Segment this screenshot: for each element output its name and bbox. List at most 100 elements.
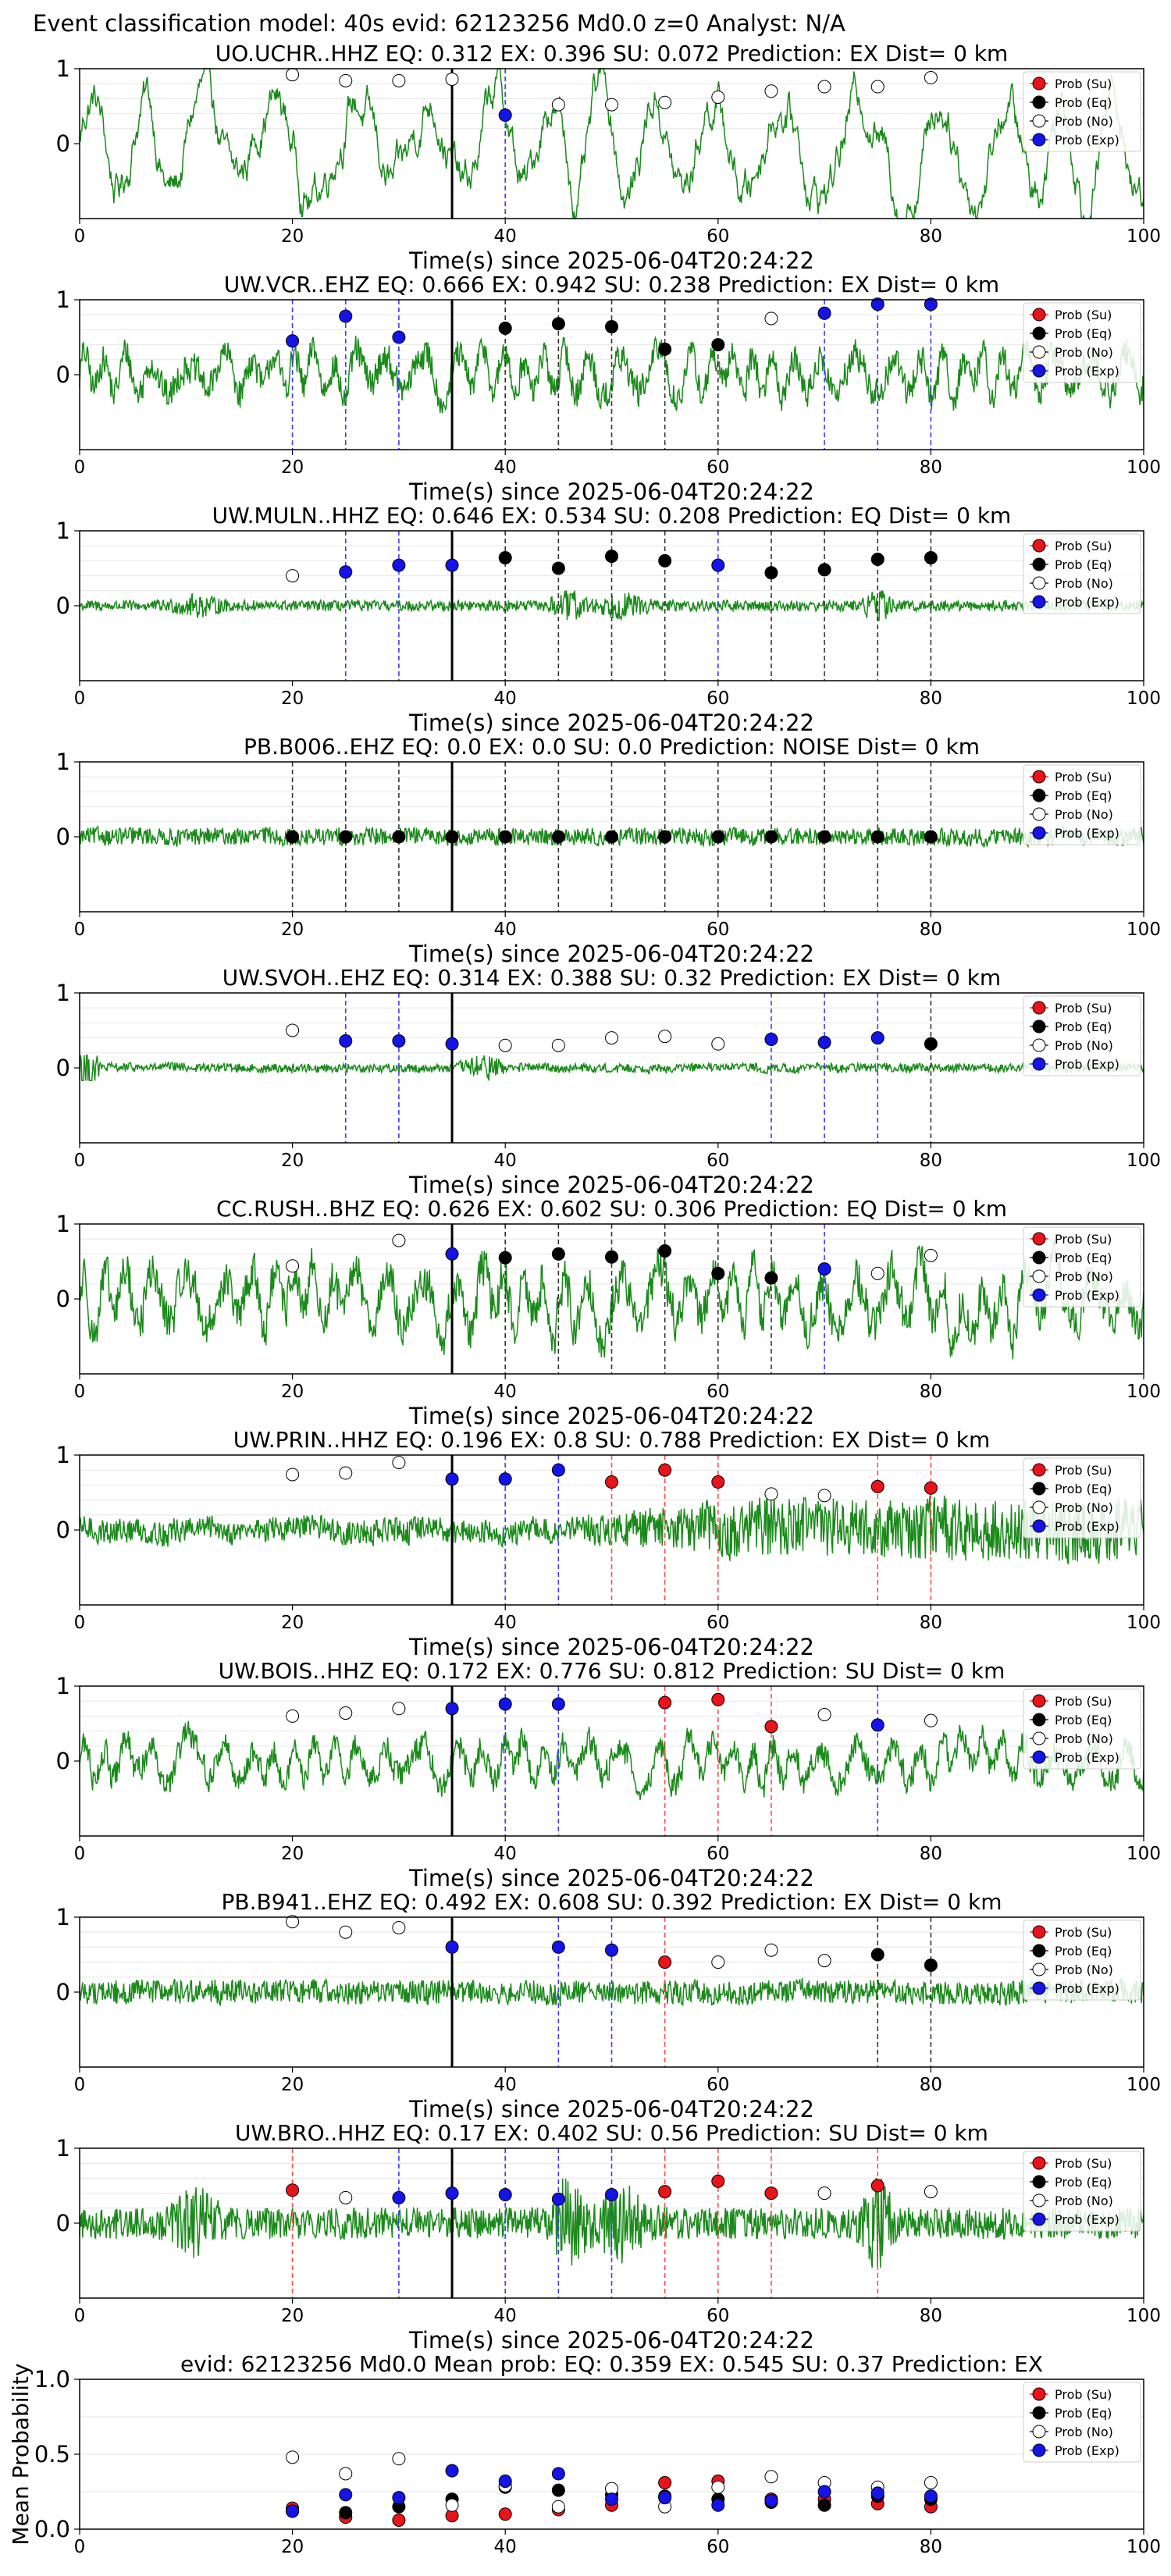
chart-title: UW.BRO..HHZ EQ: 0.17 EX: 0.402 SU: 0.56 … [235,2120,988,2146]
chart-panel: UW.MULN..HHZ EQ: 0.646 EX: 0.534 SU: 0.2… [56,503,1161,736]
x-tick-label: 100 [1127,920,1161,940]
x-tick-label: 60 [707,688,729,709]
waveform-trace [79,1720,1144,1800]
prob-point-eq [392,830,406,844]
x-tick-label: 80 [920,1844,942,1864]
prob-point-eq [605,830,618,844]
prob-point-eq [764,1271,778,1285]
y-tick-label: 0.5 [34,2441,70,2467]
prob-point-su [658,2185,672,2199]
mean-point-su [498,2507,512,2521]
x-axis-label: Time(s) since 2025-06-04T20:24:22 [408,479,814,505]
prob-point-no [605,1031,618,1045]
legend-label: Prob (Su) [1055,308,1112,322]
legend-label: Prob (Exp) [1055,1057,1119,1072]
mean-point-exp [605,2492,618,2507]
x-tick-label: 40 [494,688,517,709]
legend-marker-su [1032,308,1046,322]
prob-point-exp [445,1037,459,1051]
mean-point-eq [339,2506,353,2520]
legend-label: Prob (Su) [1055,770,1112,785]
x-tick-label: 20 [281,457,304,478]
x-tick-label: 60 [707,2537,729,2557]
chart-title: CC.RUSH..BHZ EQ: 0.626 EX: 0.602 SU: 0.3… [216,1196,1007,1222]
chart-title: evid: 62123256 Md0.0 Mean prob: EQ: 0.35… [180,2351,1043,2377]
prob-point-exp [870,297,884,311]
legend-label: Prob (Exp) [1055,1519,1119,1534]
x-tick-label: 100 [1127,688,1161,709]
x-tick-label: 20 [281,920,304,940]
legend-label: Prob (Su) [1055,1463,1112,1478]
legend-box [1023,1688,1141,1770]
legend-marker-exp [1032,1981,1046,1995]
prob-point-no [817,2186,831,2201]
legend-marker-su [1032,1694,1046,1708]
legend-label: Prob (Eq) [1055,2406,1112,2421]
chart-title: UW.BOIS..HHZ EQ: 0.172 EX: 0.776 SU: 0.8… [219,1658,1005,1684]
legend-label: Prob (No) [1055,114,1113,129]
prob-point-exp [498,1697,512,1711]
prob-point-exp [817,1035,831,1049]
y-tick-label: 0 [56,1748,70,1774]
prob-point-no [286,1468,300,1482]
prob-point-no [392,1456,406,1470]
chart-panel: CC.RUSH..BHZ EQ: 0.626 EX: 0.602 SU: 0.3… [56,1196,1161,1429]
prob-point-exp [445,1247,459,1261]
legend-box [1023,302,1141,383]
legend-label: Prob (Eq) [1055,1251,1112,1265]
prob-point-exp [711,558,725,572]
x-tick-label: 0 [74,457,86,478]
prob-point-exp [764,1033,778,1047]
legend-label: Prob (Exp) [1055,1288,1119,1303]
legend-label: Prob (Eq) [1055,788,1112,803]
prob-point-su [286,2183,300,2197]
legend-box [1023,1226,1141,1308]
x-tick-label: 100 [1127,1844,1161,1864]
prob-point-su [764,1720,778,1734]
x-tick-label: 60 [707,2075,729,2095]
legend-marker-eq [1032,557,1046,571]
mean-point-exp [870,2486,884,2500]
legend-label: Prob (No) [1055,2194,1113,2208]
legend-marker-eq [1032,95,1046,109]
prob-point-no [658,1030,672,1044]
legend-marker-no [1032,1269,1046,1283]
x-tick-label: 40 [494,226,517,247]
legend-marker-eq [1032,1713,1046,1727]
prob-point-exp [339,1034,353,1048]
legend-label: Prob (Eq) [1055,1713,1112,1727]
prob-point-exp [817,1262,831,1276]
legend-marker-exp [1032,826,1046,840]
prob-point-exp [445,1702,459,1716]
legend-label: Prob (Eq) [1055,1019,1112,1034]
prob-point-su [658,1955,672,1969]
prob-point-su [711,1692,725,1706]
legend-marker-eq [1032,1944,1046,1958]
prob-point-eq [605,320,618,334]
legend-marker-no [1032,1731,1046,1745]
chart-panel: PB.B006..EHZ EQ: 0.0 EX: 0.0 SU: 0.0 Pre… [56,734,1161,967]
prob-point-eq [711,1266,725,1280]
x-axis-label: Time(s) since 2025-06-04T20:24:22 [408,247,814,274]
prob-point-su [870,2179,884,2193]
x-tick-label: 60 [707,1844,729,1864]
prob-point-no [605,98,618,112]
x-axis-label: Time(s) since 2025-06-04T20:24:22 [408,2327,814,2354]
legend-label: Prob (Su) [1055,539,1112,553]
prob-point-exp [498,1472,512,1486]
prob-point-exp [392,2190,406,2204]
prob-point-no [339,1466,353,1480]
waveform-trace [79,68,1144,220]
x-tick-label: 100 [1127,2075,1161,2095]
x-tick-label: 0 [74,920,86,940]
legend-label: Prob (Su) [1055,1232,1112,1247]
x-tick-label: 100 [1127,2306,1161,2326]
mean-point-eq [817,2498,831,2512]
legend-box [1023,995,1141,1076]
chart-panel: UW.BOIS..HHZ EQ: 0.172 EX: 0.776 SU: 0.8… [56,1658,1161,1891]
legend-label: Prob (Eq) [1055,95,1112,110]
mean-point-su [658,2475,672,2489]
legend-label: Prob (Exp) [1055,1750,1119,1765]
x-tick-label: 80 [920,2075,942,2095]
prob-point-exp [551,1697,565,1711]
